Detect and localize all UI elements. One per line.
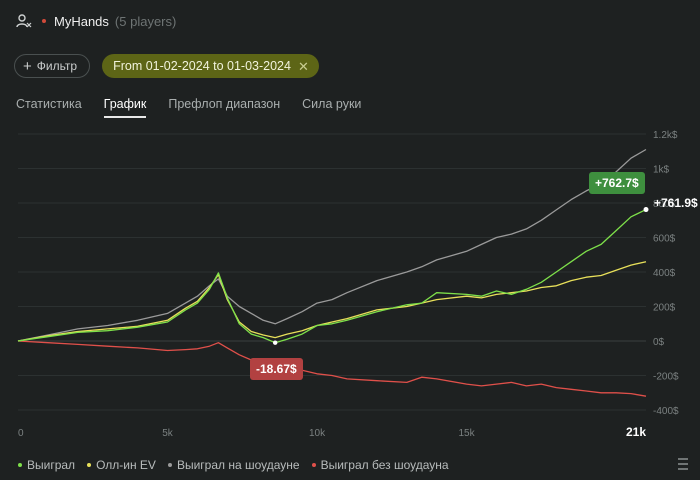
x-tick-label: 5k xyxy=(162,428,174,439)
legend-item-won[interactable]: Выиграл xyxy=(18,458,75,472)
x-tick-label: 0 xyxy=(18,428,24,439)
legend-item-allin-ev[interactable]: Олл-ин EV xyxy=(87,458,156,472)
date-range-label: From 01-02-2024 to 01-03-2024 xyxy=(113,59,291,73)
x-tick-label: 21k xyxy=(626,425,646,439)
legend-dot-icon xyxy=(167,463,172,467)
tab-bar: Статистика График Префлоп диапазон Сила … xyxy=(16,97,361,118)
end-point-marker xyxy=(643,207,649,213)
chart-legend: Выиграл Олл-ин EV Выиграл на шоудауне Вы… xyxy=(18,458,449,472)
legend-label: Олл-ин EV xyxy=(96,458,156,472)
legend-dot-icon xyxy=(311,463,316,467)
series-line-1 xyxy=(17,261,647,342)
chart-area[interactable]: -400$ -200$ 0$ 200$ 400$ 600$ 800$ 1k$ 1.2k$ 0 5k 1… xyxy=(0,120,700,450)
y-tick-label: 800$ xyxy=(653,199,676,210)
winnings-chart[interactable]: -400$ -200$ 0$ 200$ 400$ 600$ 800$ 1k$ 1.2k$ 0 5k 1… xyxy=(0,120,700,450)
legend-dot-icon xyxy=(18,463,22,467)
end-value-label: +761.9$ xyxy=(654,196,698,210)
legend-item-showdown[interactable]: Выиграл на шоудауне xyxy=(167,458,300,472)
tab-graph[interactable]: График xyxy=(103,97,147,118)
filter-bar: + Фильтр From 01-02-2024 to 01-03-2024 ✕ xyxy=(14,54,319,78)
legend-dot-icon xyxy=(87,463,92,467)
filter-button[interactable]: + Фильтр xyxy=(14,54,91,78)
max-value-badge: +762.7$ xyxy=(589,172,645,194)
players-count: (5 players) xyxy=(114,13,177,29)
legend-label: Выиграл без шоудауна xyxy=(320,458,449,472)
series-line-0 xyxy=(17,209,647,344)
y-tick-label: 600$ xyxy=(653,234,676,245)
legend-item-non-showdown[interactable]: Выиграл без шоудауна xyxy=(311,458,449,472)
min-value-badge: -18.67$ xyxy=(250,358,303,380)
y-tick-label: -400$ xyxy=(653,406,679,417)
tab-preflop-range[interactable]: Префлоп диапазон xyxy=(168,97,281,111)
close-icon[interactable]: ✕ xyxy=(297,58,309,74)
filter-button-label: Фильтр xyxy=(36,59,78,73)
y-tick-label: 400$ xyxy=(653,268,676,279)
tab-hand-strength[interactable]: Сила руки xyxy=(302,97,362,111)
more-menu-icon[interactable] xyxy=(676,456,690,472)
tab-statistics[interactable]: Статистика xyxy=(16,97,82,111)
series-line-3 xyxy=(17,340,647,397)
y-tick-label: 0$ xyxy=(653,337,665,348)
legend-label: Выиграл на шоудауне xyxy=(176,458,300,472)
users-icon[interactable] xyxy=(16,13,32,29)
status-dot-icon xyxy=(42,19,46,23)
date-range-chip[interactable]: From 01-02-2024 to 01-03-2024 ✕ xyxy=(102,54,319,78)
series-line-2 xyxy=(17,148,647,342)
legend-label: Выиграл xyxy=(27,458,76,472)
plus-icon: + xyxy=(23,57,32,75)
app-header: MyHands (5 players) xyxy=(16,11,176,31)
x-tick-label: 15k xyxy=(459,428,476,439)
x-tick-label: 10k xyxy=(309,428,326,439)
y-tick-label: -200$ xyxy=(653,372,679,383)
min-point-marker xyxy=(272,340,278,345)
y-tick-label: 1k$ xyxy=(653,165,670,176)
y-tick-label: 1.2k$ xyxy=(653,130,678,141)
y-tick-label: 200$ xyxy=(653,303,676,314)
app-title: MyHands xyxy=(54,13,109,29)
